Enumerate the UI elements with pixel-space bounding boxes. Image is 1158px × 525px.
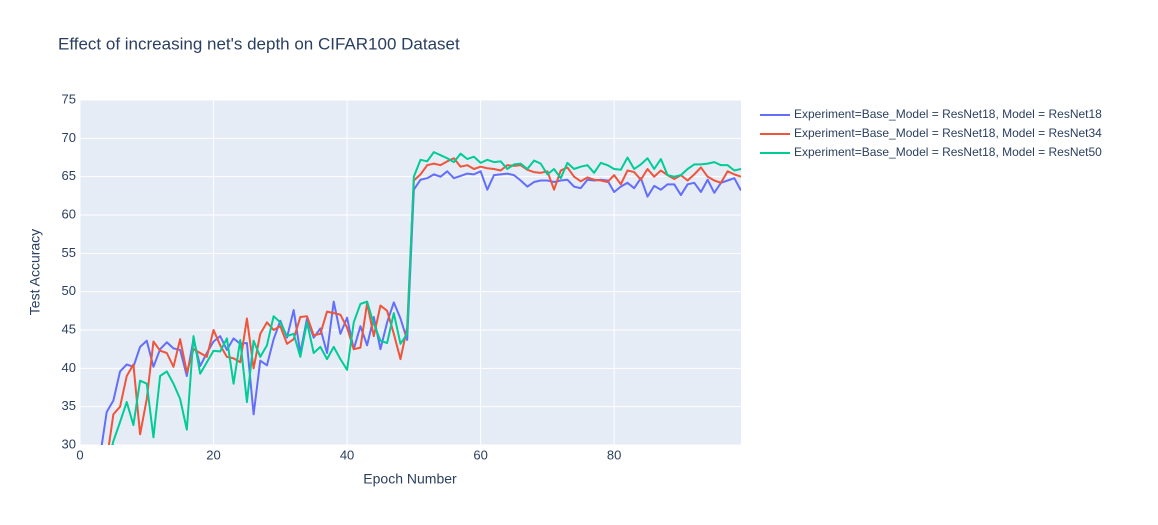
x-tick-label: 80 — [607, 447, 621, 462]
y-tick-label: 30 — [62, 436, 76, 451]
legend-label[interactable]: Experiment=Base_Model = ResNet18, Model … — [794, 145, 1102, 159]
x-tick-label: 60 — [473, 447, 487, 462]
y-tick-label: 40 — [62, 360, 76, 375]
y-tick-label: 60 — [62, 206, 76, 221]
y-axis-title: Test Accuracy — [27, 229, 43, 315]
y-tick-label: 50 — [62, 283, 76, 298]
legend: Experiment=Base_Model = ResNet18, Model … — [760, 107, 1102, 159]
x-tick-label: 0 — [76, 447, 83, 462]
y-tick-label: 35 — [62, 398, 76, 413]
x-tick-label: 20 — [206, 447, 220, 462]
series-line — [111, 151, 741, 445]
legend-label[interactable]: Experiment=Base_Model = ResNet18, Model … — [794, 126, 1102, 140]
y-tick-label: 75 — [62, 91, 76, 106]
y-tick-label: 70 — [62, 130, 76, 145]
x-axis-title: Epoch Number — [363, 471, 457, 487]
y-tick-label: 45 — [62, 321, 76, 336]
y-tick-label: 65 — [62, 168, 76, 183]
chart-title: Effect of increasing net's depth on CIFA… — [58, 34, 460, 53]
y-tick-label: 55 — [62, 245, 76, 260]
legend-label[interactable]: Experiment=Base_Model = ResNet18, Model … — [794, 107, 1102, 121]
lines — [100, 151, 741, 445]
x-tick-label: 40 — [340, 447, 354, 462]
grid — [79, 99, 741, 446]
